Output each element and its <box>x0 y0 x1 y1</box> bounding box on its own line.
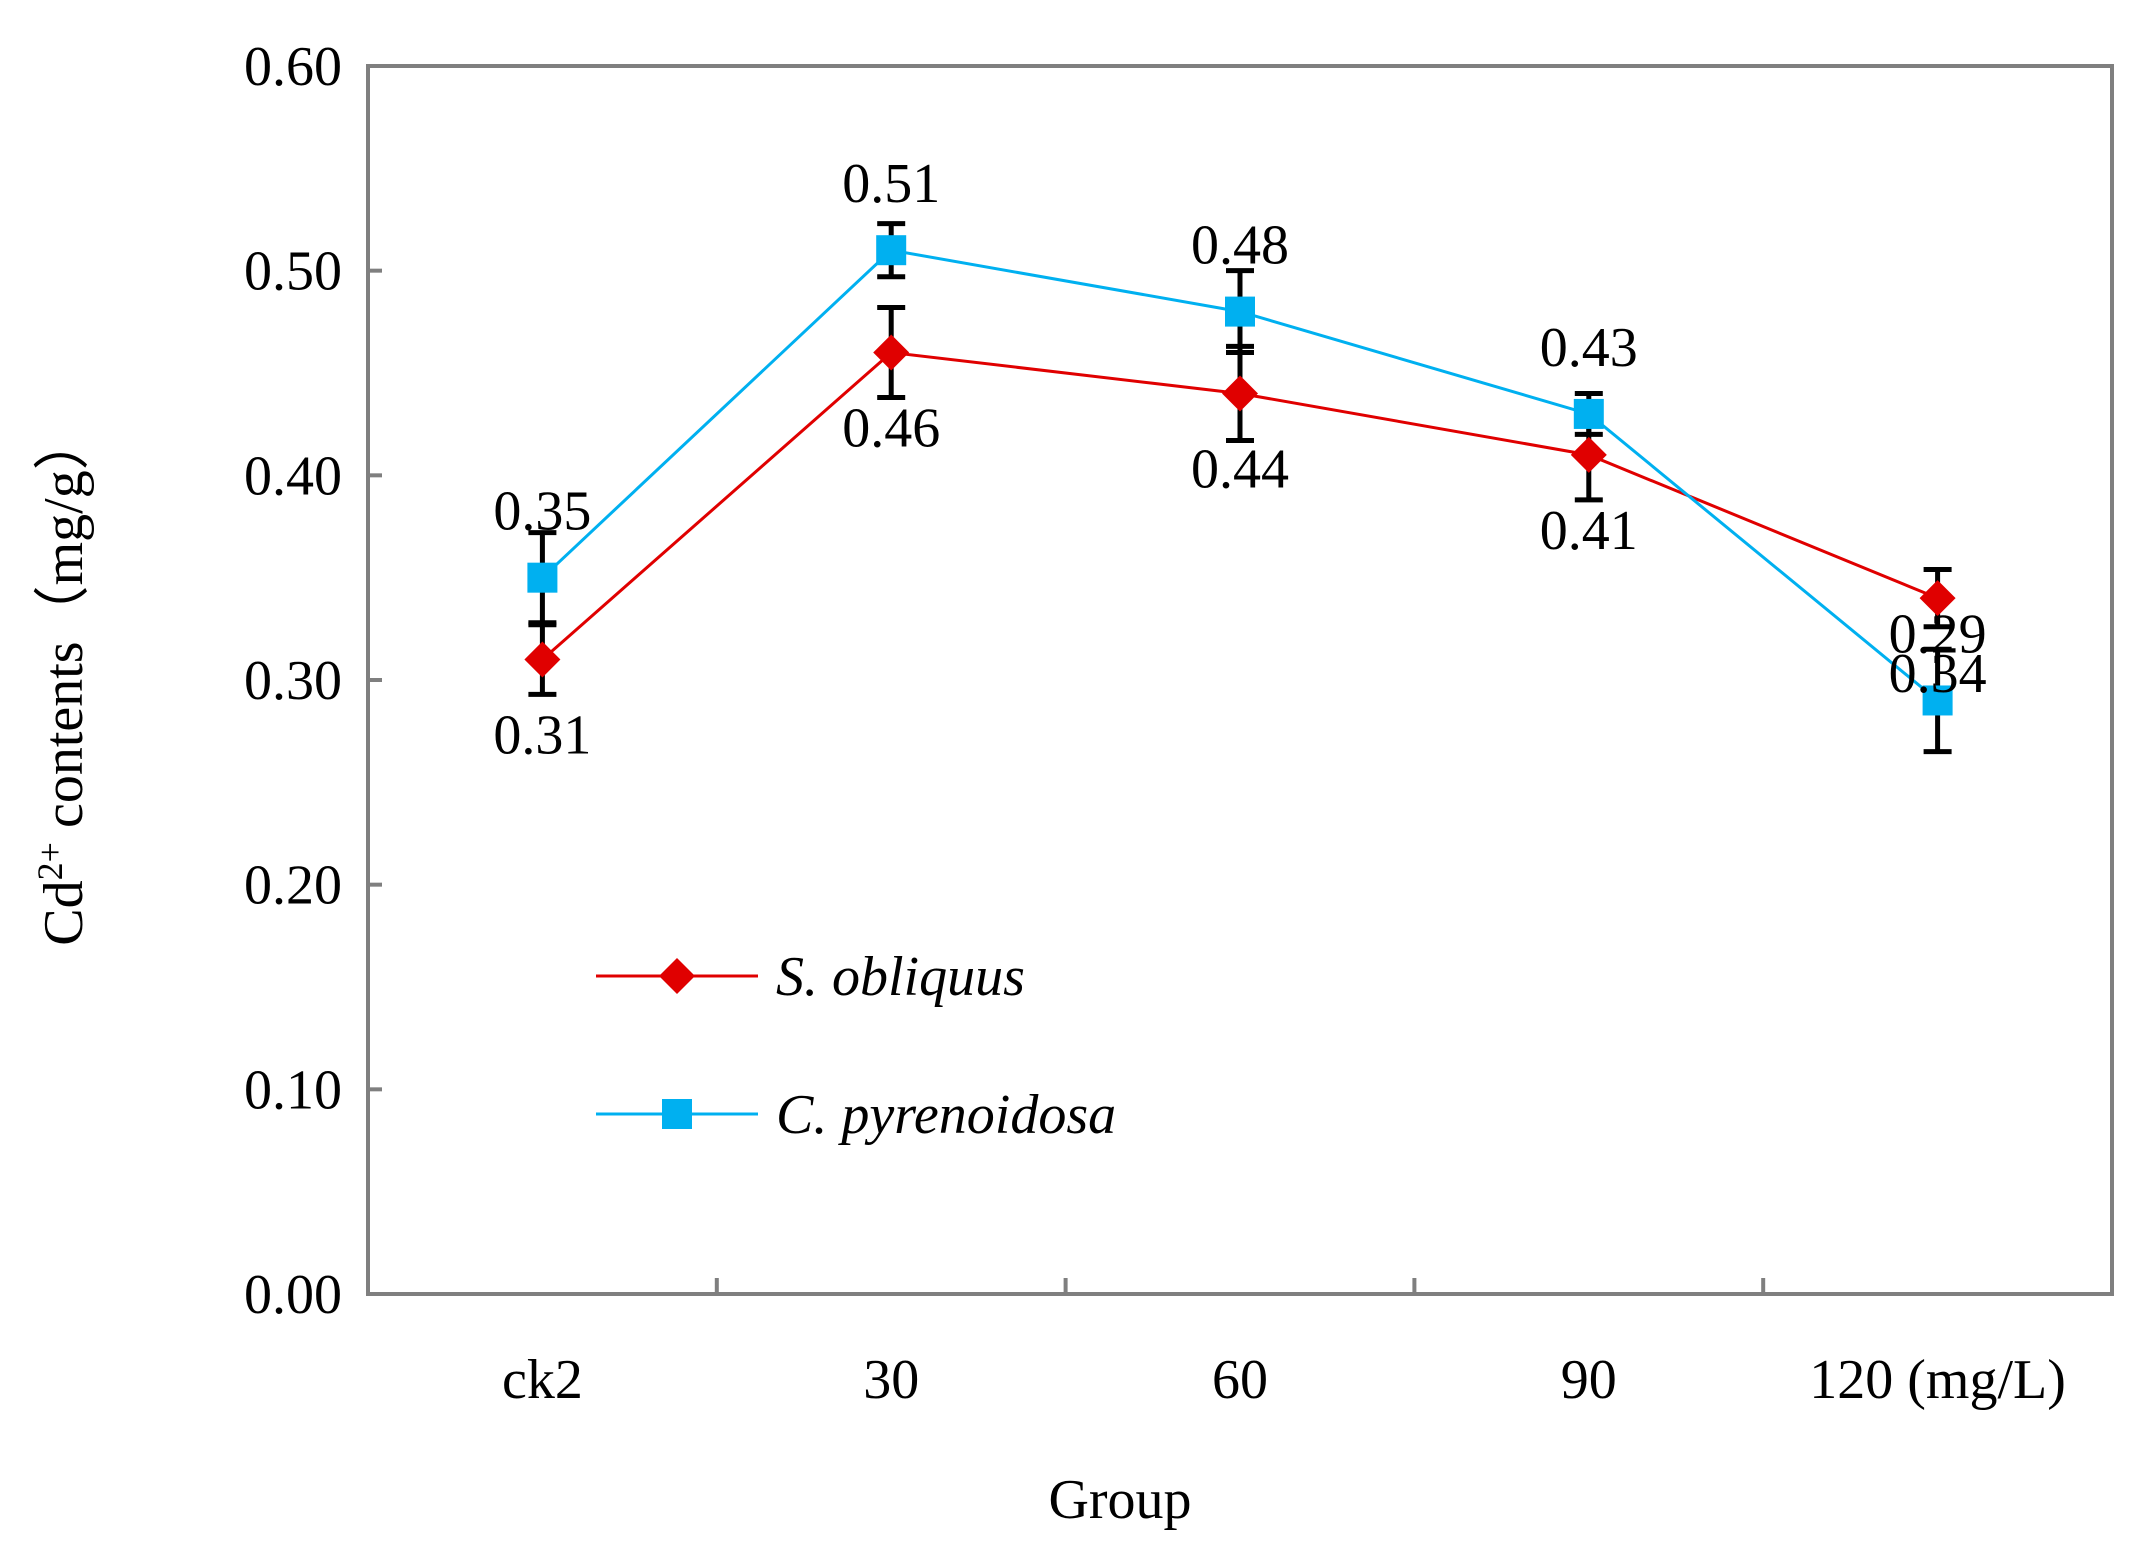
y-tick-label: 0.20 <box>244 855 342 917</box>
data-label-s-obliquus: 0.34 <box>1889 643 1987 705</box>
x-tick-label: 30 <box>863 1349 919 1411</box>
data-point-c-pyrenoidosa <box>1573 398 1604 429</box>
data-point-s-obliquus <box>524 641 561 678</box>
y-tick-label: 0.60 <box>244 36 342 98</box>
y-tick-label: 0.10 <box>244 1059 342 1121</box>
legend-label: S. obliquus <box>776 946 1025 1008</box>
data-point-c-pyrenoidosa <box>527 562 558 593</box>
x-axis: ck2 30 60 90 120 (mg/L) <box>502 1278 2066 1411</box>
x-tick-label: ck2 <box>502 1349 583 1411</box>
data-point-c-pyrenoidosa <box>876 235 907 266</box>
data-label-c-pyrenoidosa: 0.48 <box>1191 215 1289 277</box>
data-label-c-pyrenoidosa: 0.51 <box>842 153 940 215</box>
data-label-c-pyrenoidosa: 0.43 <box>1540 317 1638 379</box>
data-label-s-obliquus: 0.41 <box>1540 500 1638 562</box>
legend: S. obliquus C. pyrenoidosa <box>596 946 1116 1146</box>
legend-marker <box>662 1099 692 1129</box>
data-point-s-obliquus <box>1222 375 1258 412</box>
data-point-c-pyrenoidosa <box>1922 685 1953 716</box>
y-tick-label: 0.00 <box>244 1264 342 1326</box>
y-tick-label: 0.40 <box>244 445 342 507</box>
y-tick-label: 0.30 <box>244 650 342 712</box>
y-axis-title-suffix: contents（mg/g） <box>33 414 95 842</box>
legend-marker <box>659 958 695 994</box>
y-tick-label: 0.50 <box>244 241 342 303</box>
x-tick-label: 90 <box>1561 1349 1617 1411</box>
y-axis-title: Cd2+ contents（mg/g） <box>30 414 95 945</box>
data-point-s-obliquus <box>1570 436 1607 473</box>
x-tick-label: 120 (mg/L) <box>1809 1349 2066 1411</box>
x-tick-label: 60 <box>1212 1349 1268 1411</box>
y-axis-title-prefix: Cd <box>33 880 95 945</box>
series-layer <box>524 221 1956 755</box>
x-axis-title: Group <box>1048 1469 1191 1531</box>
data-label-s-obliquus: 0.31 <box>493 705 591 767</box>
data-label-s-obliquus: 0.46 <box>842 398 940 460</box>
data-label-c-pyrenoidosa: 0.35 <box>493 481 591 543</box>
data-point-s-obliquus <box>1919 580 1956 617</box>
legend-item-s-obliquus: S. obliquus <box>596 946 1025 1008</box>
data-labels: 0.31 0.46 0.44 0.41 0.34 0.35 0.51 0.48 0.43 0.29 <box>493 153 1986 766</box>
data-point-c-pyrenoidosa <box>1225 296 1255 327</box>
y-axis: 0.00 0.10 0.20 0.30 0.40 0.50 0.60 <box>244 36 382 1326</box>
legend-item-c-pyrenoidosa: C. pyrenoidosa <box>596 1084 1116 1146</box>
legend-label: C. pyrenoidosa <box>776 1084 1116 1146</box>
data-point-s-obliquus <box>873 334 910 371</box>
data-label-c-pyrenoidosa: 0.29 <box>1889 603 1987 665</box>
data-label-s-obliquus: 0.44 <box>1191 438 1289 500</box>
y-axis-title-superscript: 2+ <box>30 842 70 880</box>
